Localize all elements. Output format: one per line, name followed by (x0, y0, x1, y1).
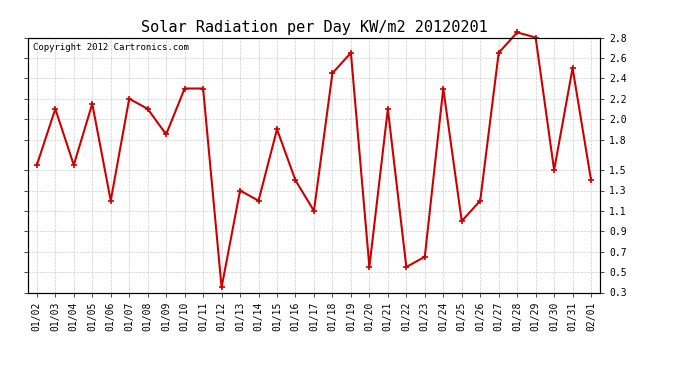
Text: Copyright 2012 Cartronics.com: Copyright 2012 Cartronics.com (33, 43, 189, 52)
Title: Solar Radiation per Day KW/m2 20120201: Solar Radiation per Day KW/m2 20120201 (141, 20, 487, 35)
